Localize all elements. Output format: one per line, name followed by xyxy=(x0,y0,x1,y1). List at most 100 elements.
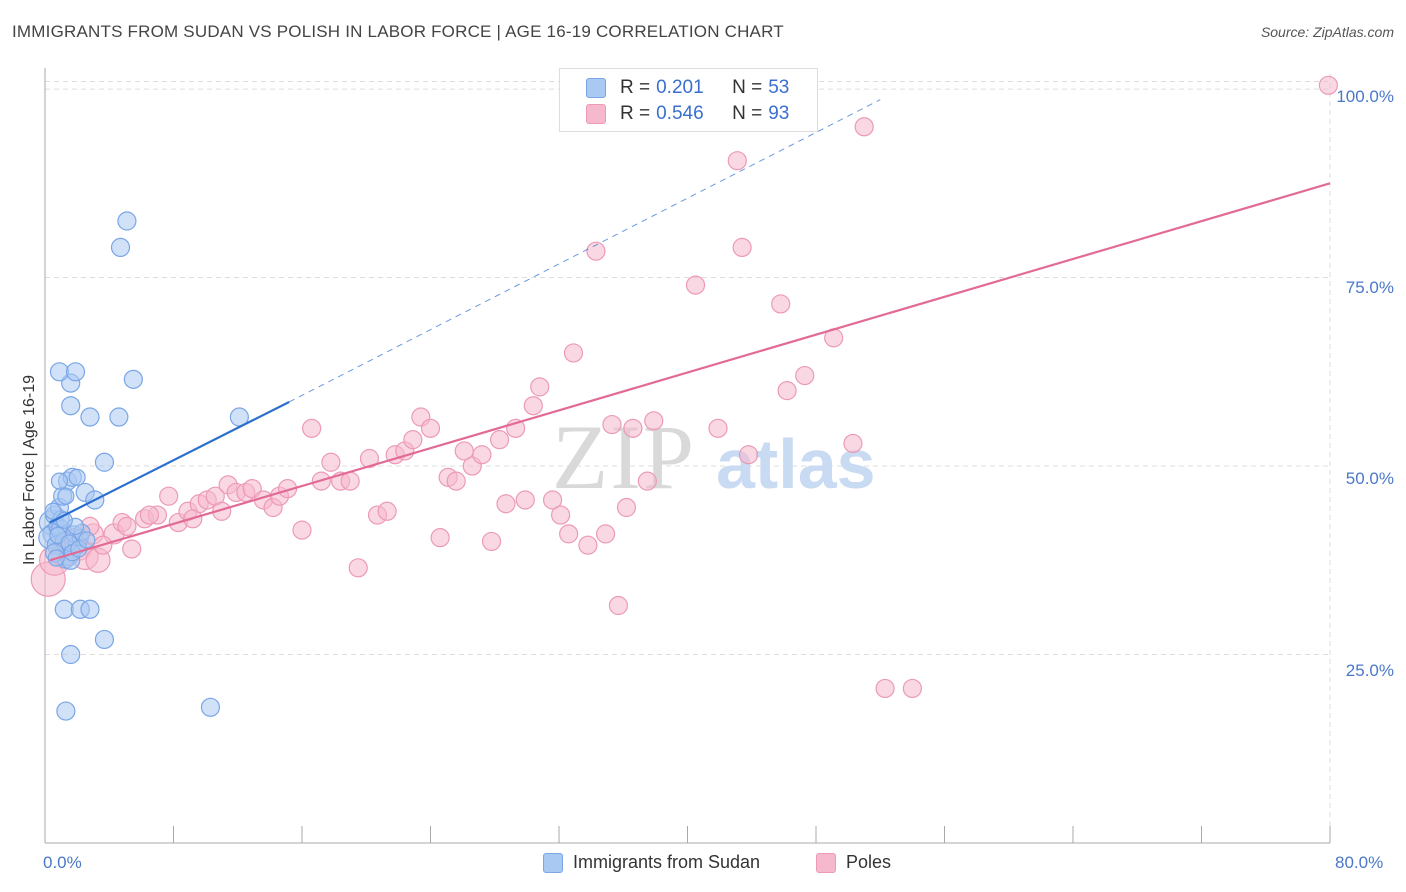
data-point xyxy=(771,294,791,314)
legend-n-label: N = xyxy=(732,77,763,98)
data-point xyxy=(489,430,510,450)
data-point xyxy=(727,151,747,171)
y-tick-label-50: 50.0% xyxy=(1345,469,1394,488)
data-point xyxy=(902,678,922,699)
data-point xyxy=(430,528,450,548)
data-point xyxy=(94,452,115,472)
data-point xyxy=(54,599,74,619)
data-point xyxy=(481,531,502,552)
data-point xyxy=(616,497,637,518)
legend-r-value: 0.201 xyxy=(656,77,704,98)
data-point xyxy=(875,678,895,699)
data-point xyxy=(80,599,100,619)
legend-r-label: R = xyxy=(620,77,651,98)
data-point xyxy=(159,486,179,506)
correlation-legend: R = 0.201 N = 53 R = 0.546 N = 93 xyxy=(559,68,818,132)
data-point xyxy=(94,629,115,650)
axes xyxy=(44,68,1331,844)
trend-line-sudan-extension xyxy=(288,99,881,403)
data-point xyxy=(50,472,69,490)
data-point xyxy=(302,418,322,438)
legend-n-label: N = xyxy=(732,103,763,124)
data-point xyxy=(110,237,131,258)
data-point xyxy=(738,445,759,465)
legend-r-label: R = xyxy=(620,103,651,124)
data-point xyxy=(586,241,606,261)
x-tick-label-min: 0.0% xyxy=(43,853,82,872)
data-point xyxy=(359,448,380,469)
data-point xyxy=(608,595,629,616)
bottom-legend-swatch-pink xyxy=(816,852,836,873)
data-point xyxy=(80,407,100,427)
data-point xyxy=(65,362,86,382)
trend-line-poles xyxy=(49,182,1331,562)
data-point xyxy=(446,471,466,491)
data-point xyxy=(623,418,643,438)
bottom-legend-sudan: Immigrants from Sudan xyxy=(543,852,760,873)
bottom-legend-label-sudan: Immigrants from Sudan xyxy=(573,852,761,872)
data-point xyxy=(1318,75,1338,95)
data-point xyxy=(777,381,797,401)
data-point xyxy=(795,365,815,386)
data-point xyxy=(122,539,142,559)
data-point xyxy=(732,237,752,258)
data-point xyxy=(644,411,664,431)
legend-row-sudan: R = 0.201 N = 53 xyxy=(586,76,789,100)
y-axis-label: In Labor Force | Age 16-19 xyxy=(21,374,38,566)
trend-lines xyxy=(49,99,1331,562)
data-point xyxy=(420,418,441,438)
watermark-zip: ZIP xyxy=(552,406,696,508)
y-tick-label-25: 25.0% xyxy=(1345,661,1394,680)
data-point xyxy=(515,490,535,510)
data-point xyxy=(117,211,137,231)
data-point xyxy=(563,343,584,363)
data-point xyxy=(61,644,81,665)
bottom-legend-poles: Poles xyxy=(816,852,891,873)
legend-r-value: 0.546 xyxy=(656,103,704,124)
data-point xyxy=(68,468,86,486)
data-point xyxy=(708,418,728,438)
data-point xyxy=(123,369,143,389)
bottom-legend-swatch-blue xyxy=(543,852,563,873)
data-point xyxy=(78,531,96,549)
data-point xyxy=(530,377,550,397)
data-point xyxy=(472,445,492,465)
legend-row-poles: R = 0.546 N = 93 xyxy=(586,102,789,126)
data-point xyxy=(523,396,543,416)
data-point xyxy=(685,275,706,295)
data-point xyxy=(542,490,563,510)
chart-title: IMMIGRANTS FROM SUDAN VS POLISH IN LABOR… xyxy=(12,22,784,41)
data-point xyxy=(551,505,571,525)
data-point xyxy=(200,697,221,717)
y-tick-label-75: 75.0% xyxy=(1345,278,1394,297)
series-poles xyxy=(30,75,1338,699)
data-point xyxy=(44,502,62,520)
legend-swatch-pink xyxy=(586,104,606,124)
data-point xyxy=(854,117,874,137)
data-point xyxy=(843,433,863,454)
bottom-legend-label-poles: Poles xyxy=(846,852,892,872)
data-point xyxy=(139,505,160,525)
y-tick-label-100: 100.0% xyxy=(1336,87,1394,106)
source-label: Source: ZipAtlas.com xyxy=(1260,24,1394,40)
data-point xyxy=(377,501,397,521)
data-point xyxy=(56,701,76,721)
data-point xyxy=(602,414,622,435)
x-tick-label-max: 80.0% xyxy=(1335,853,1384,872)
data-point xyxy=(321,452,341,472)
series-immigrants-from-sudan xyxy=(38,211,249,721)
data-point xyxy=(348,558,368,578)
watermark: ZIP atlas xyxy=(552,406,876,508)
data-point xyxy=(61,396,81,416)
data-point xyxy=(292,520,312,540)
data-point xyxy=(109,407,129,427)
data-point xyxy=(117,516,137,536)
data-point xyxy=(578,535,598,555)
data-point xyxy=(559,524,579,544)
data-point xyxy=(57,487,75,505)
data-point xyxy=(403,430,423,450)
legend-swatch-blue xyxy=(586,78,606,98)
data-point xyxy=(49,362,70,382)
data-point xyxy=(595,524,616,544)
